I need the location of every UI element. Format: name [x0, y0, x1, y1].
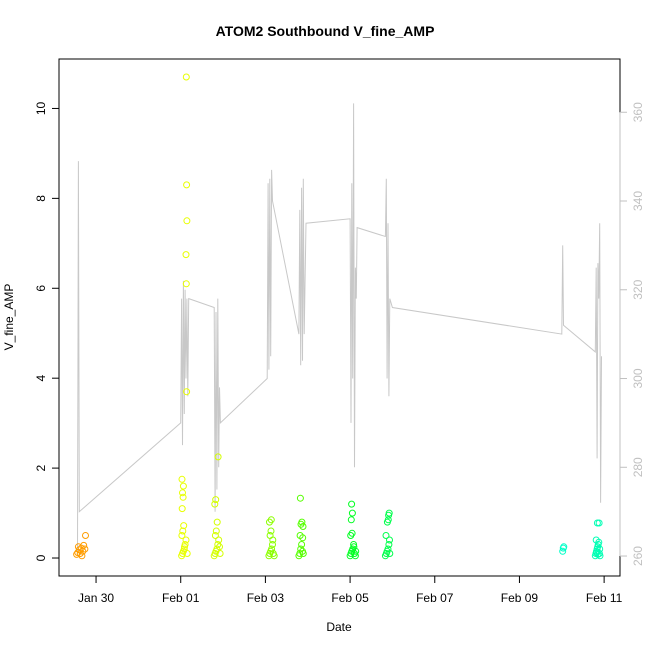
data-point	[215, 536, 223, 544]
data-point	[214, 453, 222, 461]
data-point	[212, 496, 220, 504]
y-axis: 0 2 4 6 8 10	[34, 101, 60, 561]
data-point	[182, 536, 190, 544]
data-point	[78, 552, 86, 560]
secondary-line-layer	[77, 103, 602, 557]
x-tick-label: Feb 07	[416, 591, 454, 605]
data-point	[299, 550, 307, 557]
data-point	[212, 527, 220, 535]
data-point	[299, 534, 307, 542]
data-point	[179, 482, 187, 490]
data-point	[298, 518, 306, 526]
data-point	[267, 516, 275, 524]
data-point	[269, 536, 277, 544]
right-y-tick-label: 320	[631, 279, 645, 299]
data-point	[384, 545, 392, 553]
data-point	[211, 532, 219, 539]
data-point	[560, 543, 568, 551]
data-point	[595, 519, 603, 527]
data-point	[179, 489, 186, 497]
x-axis-label: Date	[326, 620, 352, 634]
right-y-tick-label: 360	[631, 102, 645, 122]
data-point	[384, 516, 392, 524]
data-point	[559, 547, 567, 555]
data-point	[178, 505, 186, 513]
data-point	[183, 550, 191, 557]
data-point	[351, 552, 359, 560]
data-point	[74, 543, 82, 551]
data-point	[348, 529, 356, 537]
right-y-tick-label: 280	[631, 457, 645, 477]
y-axis-label: V_fine_AMP	[2, 284, 16, 351]
data-point	[592, 536, 600, 544]
data-point	[385, 541, 393, 548]
data-point	[216, 550, 224, 557]
data-point	[347, 516, 355, 524]
x-tick-label: Feb 03	[247, 591, 285, 605]
right-y-tick-label: 260	[631, 546, 645, 566]
data-point	[298, 541, 306, 548]
data-point	[348, 500, 356, 508]
data-point	[183, 181, 191, 189]
data-point	[181, 543, 188, 551]
data-point	[348, 509, 356, 517]
data-point	[350, 541, 358, 548]
data-point	[183, 388, 191, 396]
data-point	[382, 532, 390, 539]
data-point	[386, 536, 393, 544]
data-point	[81, 545, 89, 553]
y-tick-label: 2	[34, 464, 48, 471]
data-point	[269, 541, 276, 548]
data-point	[211, 500, 219, 508]
points-layer	[73, 73, 604, 560]
data-point	[596, 545, 604, 553]
secondary-series-line	[77, 103, 602, 557]
data-point	[182, 251, 190, 259]
data-point	[352, 547, 360, 555]
data-point	[386, 550, 394, 557]
chart-title: ATOM2 Southbound V_fine_AMP	[216, 23, 435, 39]
data-point	[213, 518, 221, 526]
x-tick-label: Jan 30	[78, 591, 114, 605]
data-point	[266, 518, 273, 526]
x-tick-label: Feb 05	[331, 591, 369, 605]
data-point	[268, 545, 276, 553]
data-point	[182, 280, 190, 288]
data-point	[182, 73, 190, 81]
data-point	[178, 475, 186, 483]
data-point	[350, 543, 358, 551]
y-tick-label: 6	[34, 285, 48, 292]
data-point	[296, 494, 304, 502]
x-axis: Jan 30 Feb 01 Feb 03 Feb 05 Feb 07 Feb 09 Feb …	[78, 575, 623, 605]
data-point	[178, 532, 186, 539]
data-point	[385, 509, 393, 517]
data-point	[183, 217, 191, 225]
data-point	[179, 493, 187, 501]
data-point	[180, 522, 188, 530]
data-point	[299, 523, 307, 530]
x-tick-label: Feb 09	[501, 591, 539, 605]
right-y-tick-label: 340	[631, 191, 645, 211]
y-tick-label: 8	[34, 195, 48, 202]
data-point	[270, 552, 278, 560]
data-point	[267, 527, 275, 535]
x-tick-label: Feb 11	[586, 591, 623, 605]
plot-area-border	[58, 58, 621, 577]
data-point	[82, 532, 89, 539]
y-tick-label: 0	[34, 554, 48, 561]
right-y-axis: 260 280 300 320 340 360	[619, 102, 645, 566]
right-y-tick-label: 300	[631, 368, 645, 388]
y-tick-label: 4	[34, 375, 48, 382]
data-point	[216, 543, 223, 551]
x-tick-label: Feb 01	[162, 591, 200, 605]
y-tick-label: 10	[34, 101, 48, 115]
